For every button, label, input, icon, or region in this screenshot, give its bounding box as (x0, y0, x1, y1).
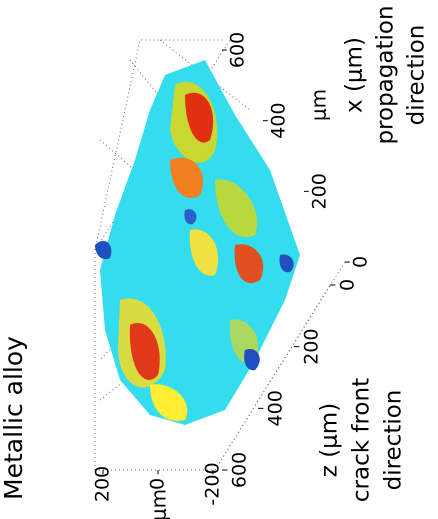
x-axis-label: direction (404, 25, 430, 126)
y-tick-label: 0 (147, 478, 169, 490)
x-tick-label: 0 (350, 256, 372, 268)
x-axis-label: x (μm) (342, 37, 368, 113)
x-axis-label: propagation (373, 5, 399, 144)
z-tick-label: 0 (337, 279, 359, 291)
y-tick-label: -200 (202, 462, 224, 505)
chart-title: Metallic alloy (0, 336, 28, 500)
z-axis-label: z (μm) (317, 403, 343, 477)
y-tick-label: 200 (92, 466, 114, 502)
chart: Metallic alloy μm μm 0 200 400 600 0 200 400 60… (0, 0, 438, 519)
z-tick-label: 600 (229, 452, 251, 488)
y-axis-label: μm (147, 489, 171, 519)
x-unit: μm (307, 89, 331, 121)
z-axis-label: crack front (349, 378, 375, 502)
x-tick-label: 600 (227, 32, 249, 68)
z-tick-label: 400 (265, 390, 287, 426)
x-tick-label: 200 (309, 173, 331, 209)
z-tick-label: 200 (301, 329, 323, 365)
z-axis-label: direction (381, 390, 407, 491)
x-tick-label: 400 (268, 103, 290, 139)
